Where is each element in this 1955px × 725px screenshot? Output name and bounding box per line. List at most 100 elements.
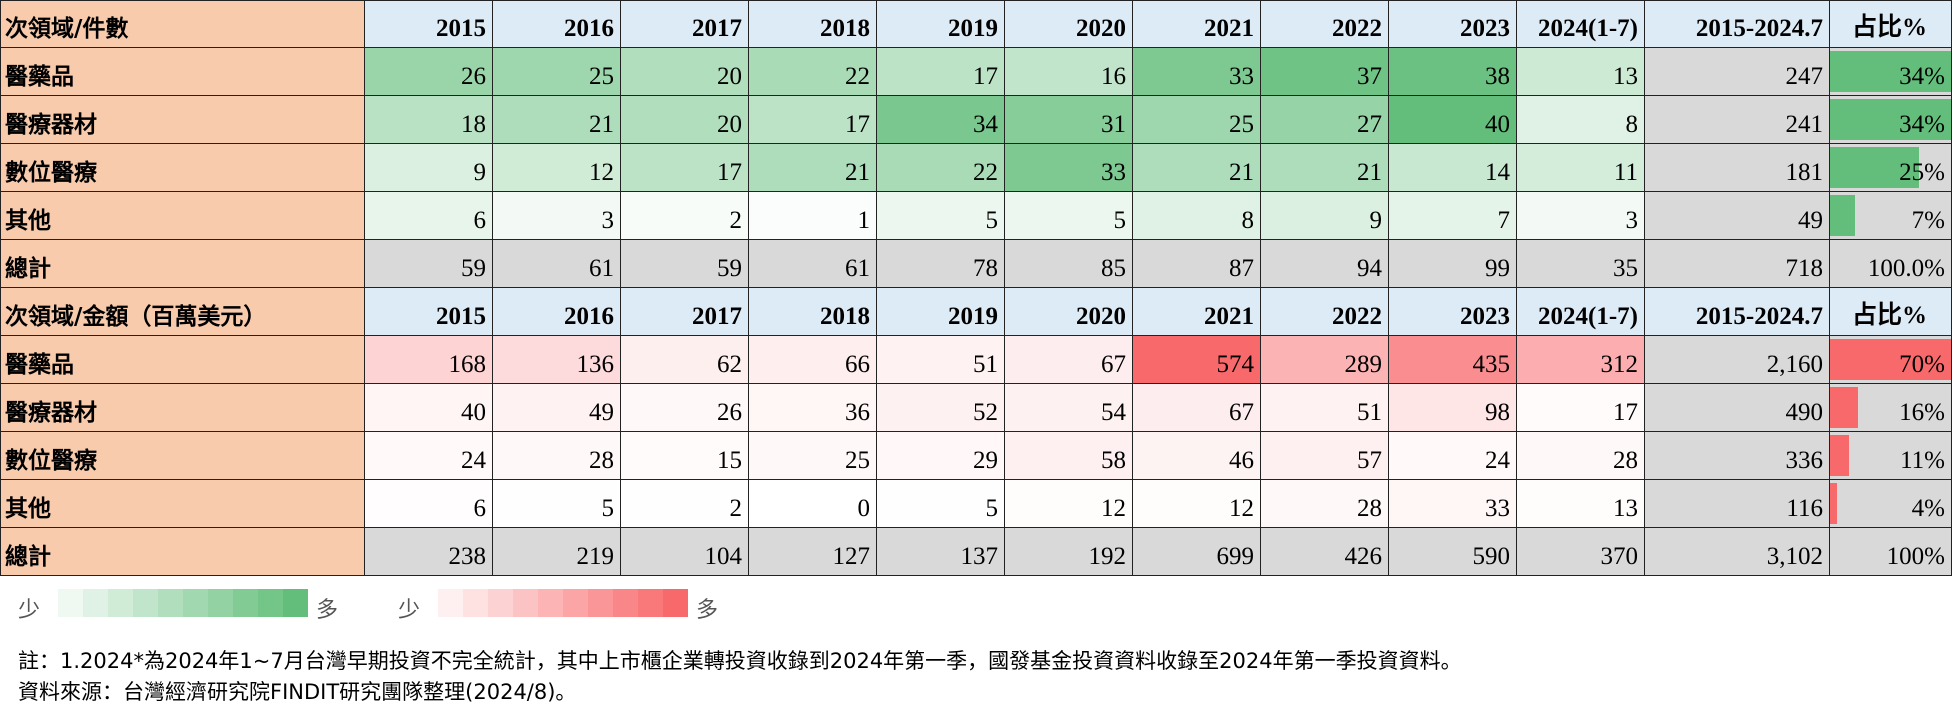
row-label: 醫療器材 <box>0 96 365 144</box>
total-cell: 490 <box>1645 384 1830 432</box>
total-cell-text: 336 <box>1785 447 1824 474</box>
value-cell: 28 <box>1261 480 1389 528</box>
value-cell: 33 <box>1389 480 1517 528</box>
legend-swatch <box>158 589 183 617</box>
value-cell-text: 40 <box>461 399 486 426</box>
share-label: 4% <box>1911 495 1945 522</box>
value-cell-text: 52 <box>973 399 998 426</box>
total-row-cell-text: 127 <box>832 543 871 570</box>
value-cell-text: 21 <box>1357 159 1382 186</box>
value-cell-text: 29 <box>973 447 998 474</box>
value-cell-text: 21 <box>1229 159 1254 186</box>
header-cell-text: 2015 <box>436 303 486 330</box>
legend-swatch <box>183 589 208 617</box>
share-cell: 34% <box>1830 48 1952 96</box>
header-cell: 2016 <box>493 288 621 336</box>
total-row-cell-text: 590 <box>1472 543 1511 570</box>
value-cell-text: 2 <box>729 207 743 234</box>
row-label-text: 數位醫療 <box>5 448 97 474</box>
value-cell-text: 1 <box>857 207 871 234</box>
share-label: 34% <box>1899 63 1945 90</box>
total-row-cell-text: 370 <box>1600 543 1639 570</box>
value-cell-text: 54 <box>1101 399 1126 426</box>
row-label: 醫療器材 <box>0 384 365 432</box>
value-cell-text: 34 <box>973 111 998 138</box>
total-label-text: 總計 <box>5 544 51 570</box>
value-cell: 15 <box>621 432 749 480</box>
value-cell-text: 49 <box>589 399 614 426</box>
header-cell-text: 2015-2024.7 <box>1695 303 1823 330</box>
value-cell-text: 5 <box>985 495 999 522</box>
value-cell: 20 <box>621 48 749 96</box>
total-row-cell: 59 <box>621 240 749 288</box>
value-cell: 38 <box>1389 48 1517 96</box>
total-row-cell-text: 85 <box>1101 255 1126 282</box>
total-row-cell-text: 61 <box>845 255 870 282</box>
value-cell-text: 6 <box>473 495 487 522</box>
value-cell-text: 33 <box>1485 495 1510 522</box>
value-cell: 25 <box>749 432 877 480</box>
total-row-cell: 238 <box>365 528 493 576</box>
value-cell-text: 15 <box>717 447 742 474</box>
value-cell: 57 <box>1261 432 1389 480</box>
total-row-cell-text: 59 <box>461 255 486 282</box>
value-cell: 6 <box>365 192 493 240</box>
header-cell: 2015-2024.7 <box>1645 288 1830 336</box>
header-cell-text: 2022 <box>1332 303 1382 330</box>
value-cell-text: 31 <box>1101 111 1126 138</box>
header-cell-text: 占比% <box>1851 302 1927 329</box>
value-cell-text: 5 <box>985 207 999 234</box>
value-cell: 21 <box>1261 144 1389 192</box>
header-cell-text: 2023 <box>1460 303 1510 330</box>
header-cell: 2019 <box>877 288 1005 336</box>
share-cell: 16% <box>1830 384 1952 432</box>
total-row-cell-text: 192 <box>1088 543 1127 570</box>
share-cell: 25% <box>1830 144 1952 192</box>
header-cell-text: 2017 <box>692 303 742 330</box>
header-cell: 2018 <box>749 288 877 336</box>
share-bar <box>1830 387 1858 428</box>
total-cell: 241 <box>1645 96 1830 144</box>
total-cell: 181 <box>1645 144 1830 192</box>
value-cell: 22 <box>877 144 1005 192</box>
value-cell: 12 <box>493 144 621 192</box>
total-row-cell: 426 <box>1261 528 1389 576</box>
value-cell-text: 574 <box>1216 351 1255 378</box>
value-cell-text: 57 <box>1357 447 1382 474</box>
header-cell-text: 次領域/件數 <box>5 16 129 42</box>
share-label: 25% <box>1899 159 1945 186</box>
total-share: 100% <box>1830 528 1952 576</box>
value-cell: 52 <box>877 384 1005 432</box>
value-cell-text: 17 <box>1613 399 1638 426</box>
value-cell: 29 <box>877 432 1005 480</box>
value-cell: 3 <box>493 192 621 240</box>
value-cell: 33 <box>1005 144 1133 192</box>
value-cell-text: 51 <box>973 351 998 378</box>
legend-high: 多 <box>696 598 719 623</box>
total-cell-text: 241 <box>1785 111 1824 138</box>
header-cell-text: 2019 <box>948 15 998 42</box>
total-row-cell: 370 <box>1517 528 1645 576</box>
value-cell-text: 26 <box>461 63 486 90</box>
total-label-text: 總計 <box>5 256 51 282</box>
header-cell: 2023 <box>1389 0 1517 48</box>
header-cell-text: 2018 <box>820 303 870 330</box>
value-cell: 136 <box>493 336 621 384</box>
value-cell-text: 17 <box>717 159 742 186</box>
total-row-cell-text: 219 <box>576 543 615 570</box>
value-cell: 1 <box>749 192 877 240</box>
value-cell-text: 24 <box>1485 447 1510 474</box>
value-cell-text: 46 <box>1229 447 1254 474</box>
value-cell-text: 6 <box>473 207 487 234</box>
value-cell-text: 12 <box>589 159 614 186</box>
header-cell-text: 2020 <box>1076 15 1126 42</box>
legend-swatch <box>538 589 563 617</box>
legend-high: 多 <box>316 598 339 623</box>
total-row-cell: 59 <box>365 240 493 288</box>
value-cell: 168 <box>365 336 493 384</box>
value-cell: 37 <box>1261 48 1389 96</box>
share-bar <box>1830 339 1951 380</box>
value-cell-text: 12 <box>1101 495 1126 522</box>
header-cell: 2015 <box>365 0 493 48</box>
value-cell-text: 21 <box>845 159 870 186</box>
